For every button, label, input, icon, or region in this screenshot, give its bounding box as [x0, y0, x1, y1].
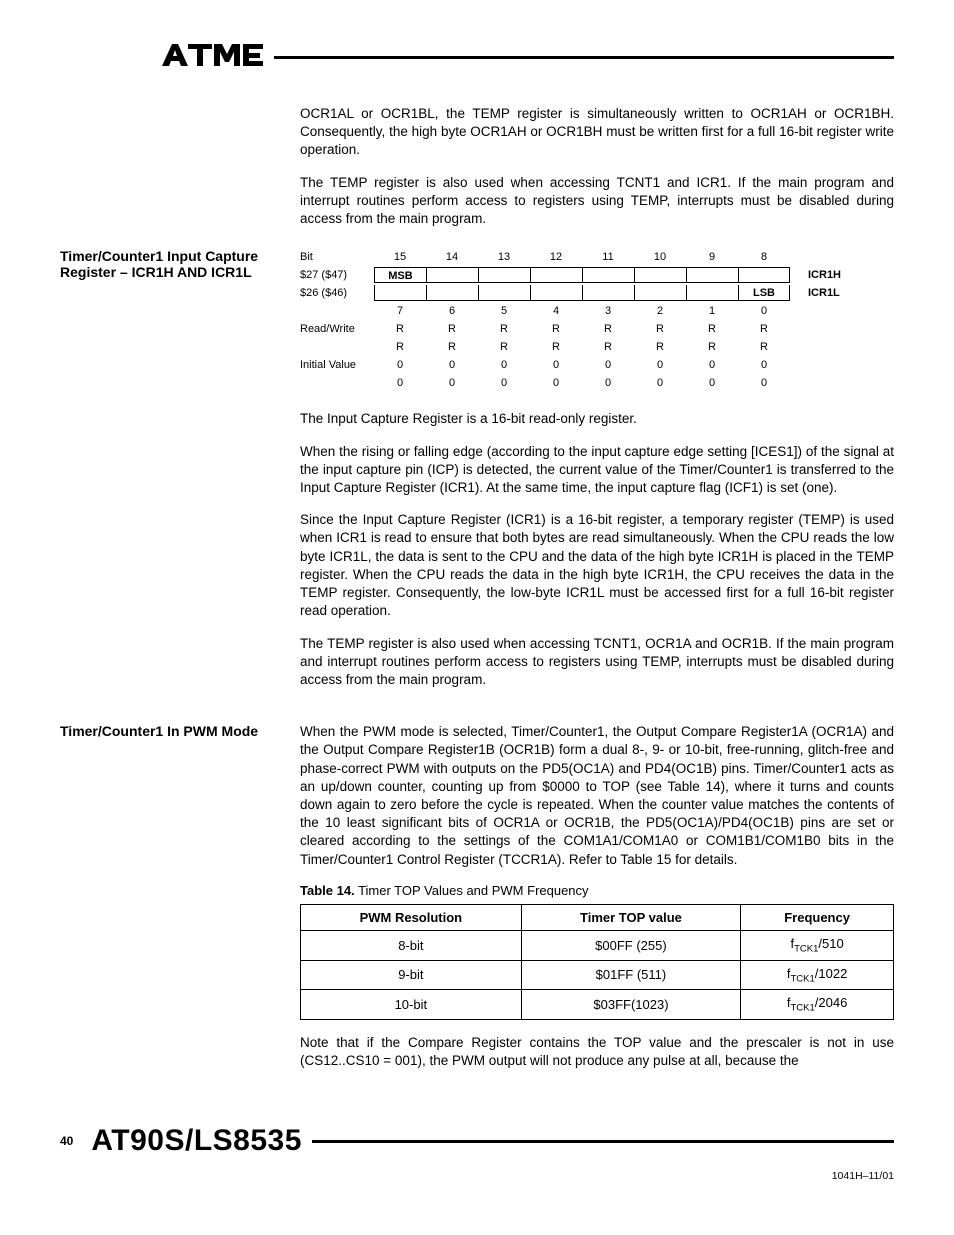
- th-resolution: PWM Resolution: [301, 904, 522, 930]
- section1-heading: Timer/Counter1 Input Capture Register – …: [60, 248, 300, 703]
- footer-rule: [312, 1140, 894, 1143]
- name-low: ICR1L: [790, 287, 858, 299]
- table-row: 10-bit $03FF(1023) fTCK1/2046: [301, 990, 894, 1020]
- intro-p2: The TEMP register is also used when acce…: [300, 174, 894, 229]
- rw-label: Read/Write: [300, 323, 374, 335]
- atmel-logo: [160, 40, 266, 75]
- register-table: Bit 15 14 13 12 11 10 9 8 $27 ($47) MSB: [300, 248, 894, 392]
- section2-p2: Note that if the Compare Register contai…: [300, 1034, 894, 1070]
- addr-high: $27 ($47): [300, 269, 374, 281]
- section1-p3: Since the Input Capture Register (ICR1) …: [300, 511, 894, 620]
- intro-p1: OCR1AL or OCR1BL, the TEMP register is s…: [300, 105, 894, 160]
- page-header: [160, 40, 894, 75]
- table-row: 9-bit $01FF (511) fTCK1/1022: [301, 960, 894, 990]
- doc-title: AT90S/LS8535: [91, 1124, 302, 1158]
- section1-p2: When the rising or falling edge (accordi…: [300, 443, 894, 498]
- bit-label: Bit: [300, 251, 374, 263]
- table14-caption: Table 14. Timer TOP Values and PWM Frequ…: [300, 883, 894, 898]
- iv-label: Initial Value: [300, 359, 374, 371]
- table-row: 8-bit $00FF (255) fTCK1/510: [301, 930, 894, 960]
- th-top: Timer TOP value: [521, 904, 741, 930]
- section2-p1: When the PWM mode is selected, Timer/Cou…: [300, 723, 894, 869]
- addr-low: $26 ($46): [300, 287, 374, 299]
- th-freq: Frequency: [741, 904, 894, 930]
- table14: PWM Resolution Timer TOP value Frequency…: [300, 904, 894, 1020]
- section2-heading: Timer/Counter1 In PWM Mode: [60, 723, 300, 1084]
- section1-p4: The TEMP register is also used when acce…: [300, 635, 894, 690]
- name-high: ICR1H: [790, 269, 858, 281]
- section-input-capture: Timer/Counter1 Input Capture Register – …: [60, 248, 894, 703]
- intro-block: OCR1AL or OCR1BL, the TEMP register is s…: [300, 105, 894, 228]
- section-pwm-mode: Timer/Counter1 In PWM Mode When the PWM …: [60, 723, 894, 1084]
- doc-number: 1041H–11/01: [60, 1170, 894, 1182]
- page-number: 40: [60, 1134, 73, 1148]
- page-footer: 40 AT90S/LS8535: [60, 1124, 894, 1158]
- section1-p1: The Input Capture Register is a 16-bit r…: [300, 410, 894, 428]
- header-rule: [274, 56, 894, 59]
